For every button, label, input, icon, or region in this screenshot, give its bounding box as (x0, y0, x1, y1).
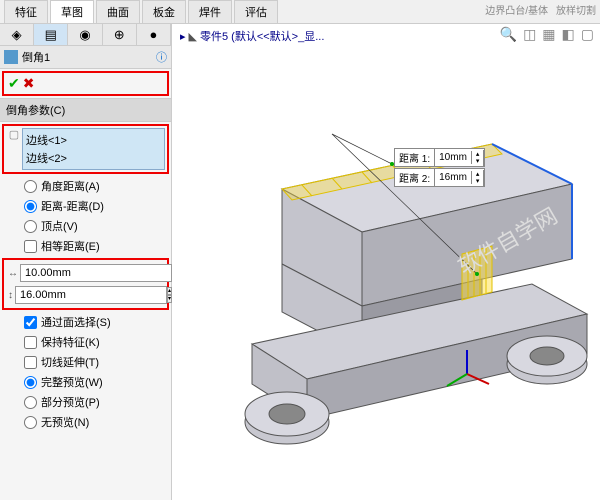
chamfer-icon (4, 50, 18, 64)
ribbon-tabs: 特征 草图 曲面 板金 焊件 评估 边界凸台/基体 放样切割 (0, 0, 600, 24)
label-distdist: 距离-距离(D) (41, 198, 104, 214)
radio-ppartial[interactable] (24, 396, 37, 409)
label-equal: 相等距离(E) (41, 238, 100, 254)
opt-tangent[interactable]: 切线延伸(T) (0, 352, 171, 372)
edge-select-icon: ▢ (6, 128, 22, 170)
help-icon[interactable]: ⓘ (156, 49, 167, 65)
property-panel: ◈ ▤ ◉ ⊕ ● 倒角1 ⓘ ✔ ✖ 倒角参数(C) ▢ 边线<1> 边线<2… (0, 24, 172, 500)
edge-item-1[interactable]: 边线<1> (25, 131, 162, 149)
radio-pnone[interactable] (24, 416, 37, 429)
edge-item-2[interactable]: 边线<2> (25, 149, 162, 167)
panel-tab-row: ◈ ▤ ◉ ⊕ ● (0, 24, 171, 46)
radio-distdist[interactable] (24, 200, 37, 213)
breadcrumb[interactable]: ▸ ◣ 零件5 (默认<<默认>_显... (180, 28, 324, 44)
opt-dist-dist[interactable]: 距离-距离(D) (0, 196, 171, 216)
tab-sheetmetal[interactable]: 板金 (142, 0, 186, 23)
label-through: 通过面选择(S) (41, 314, 111, 330)
ptab-extra-icon[interactable]: ● (137, 24, 171, 45)
check-through[interactable] (24, 316, 37, 329)
check-tangent[interactable] (24, 356, 37, 369)
label-ppartial: 部分预览(P) (41, 394, 100, 410)
part-icon: ◣ (189, 30, 197, 43)
ptab-prop-icon[interactable]: ▤ (34, 24, 68, 45)
check-equal[interactable] (24, 240, 37, 253)
viewport[interactable]: ▸ ◣ 零件5 (默认<<默认>_显... 🔍 ◫ ▦ ◧ ▢ (172, 24, 600, 500)
tab-eval[interactable]: 评估 (234, 0, 278, 23)
check-keep[interactable] (24, 336, 37, 349)
cancel-button[interactable]: ✖ (23, 75, 35, 92)
viewport-toolbar: 🔍 ◫ ▦ ◧ ▢ (500, 26, 594, 43)
d2-input[interactable] (15, 286, 167, 304)
hint-boundary[interactable]: 边界凸台/基体 (485, 2, 548, 17)
edge-listbox[interactable]: 边线<1> 边线<2> (22, 128, 165, 170)
params-header[interactable]: 倒角参数(C) (0, 98, 171, 122)
tab-weld[interactable]: 焊件 (188, 0, 232, 23)
label-tangent: 切线延伸(T) (41, 354, 99, 370)
feature-header: 倒角1 ⓘ (0, 46, 171, 69)
radio-angle[interactable] (24, 180, 37, 193)
callout-v1[interactable]: 10mm (435, 151, 472, 164)
d2-row: ↕ ▴▾ (6, 284, 165, 306)
label-pnone: 无预览(N) (41, 414, 89, 430)
ribbon-right-hints: 边界凸台/基体 放样切割 (485, 2, 596, 17)
opt-preview-partial[interactable]: 部分预览(P) (0, 392, 171, 412)
d1-row: ↔ ▴▾ (6, 262, 165, 284)
vt-section-icon[interactable]: ◧ (562, 26, 575, 43)
d2-icon: ↕ (8, 287, 13, 303)
callout-v2[interactable]: 16mm (435, 171, 472, 184)
opt-keep[interactable]: 保持特征(K) (0, 332, 171, 352)
dimension-callout[interactable]: 距离 1: 10mm ▴▾ 距离 2: 16mm ▴▾ (394, 148, 485, 188)
breadcrumb-text: 零件5 (默认<<默认>_显... (200, 28, 324, 44)
opt-vertex[interactable]: 顶点(V) (0, 216, 171, 236)
ok-button[interactable]: ✔ (8, 75, 20, 92)
ptab-dim-icon[interactable]: ⊕ (103, 24, 137, 45)
hint-loftcut[interactable]: 放样切割 (556, 2, 596, 17)
d1-icon: ↔ (8, 265, 18, 281)
feature-title: 倒角1 (22, 49, 50, 65)
d1-input[interactable] (20, 264, 172, 282)
ptab-config-icon[interactable]: ◉ (68, 24, 102, 45)
label-keep: 保持特征(K) (41, 334, 100, 350)
edge-list-highlight: ▢ 边线<1> 边线<2> (2, 124, 169, 174)
vt-display-icon[interactable]: ▦ (542, 26, 555, 43)
radio-pfull[interactable] (24, 376, 37, 389)
tab-feature[interactable]: 特征 (4, 0, 48, 23)
vt-scene-icon[interactable]: ▢ (581, 26, 594, 43)
tab-sketch[interactable]: 草图 (50, 0, 94, 23)
ptab-tree-icon[interactable]: ◈ (0, 24, 34, 45)
opt-equal[interactable]: 相等距离(E) (0, 236, 171, 256)
label-angle: 角度距离(A) (41, 178, 100, 194)
model-view[interactable] (192, 74, 592, 500)
dim-highlight: ↔ ▴▾ ↕ ▴▾ (2, 258, 169, 310)
label-vertex: 顶点(V) (41, 218, 78, 234)
callout-l2: 距离 2: (395, 169, 435, 186)
opt-through[interactable]: 通过面选择(S) (0, 312, 171, 332)
label-pfull: 完整预览(W) (41, 374, 103, 390)
opt-preview-none[interactable]: 无预览(N) (0, 412, 171, 432)
opt-preview-full[interactable]: 完整预览(W) (0, 372, 171, 392)
opt-angle-dist[interactable]: 角度距离(A) (0, 176, 171, 196)
radio-vertex[interactable] (24, 220, 37, 233)
vt-zoom-icon[interactable]: 🔍 (500, 26, 517, 43)
vt-view-icon[interactable]: ◫ (523, 26, 536, 43)
callout-l1: 距离 1: (395, 149, 435, 166)
tab-surface[interactable]: 曲面 (96, 0, 140, 23)
